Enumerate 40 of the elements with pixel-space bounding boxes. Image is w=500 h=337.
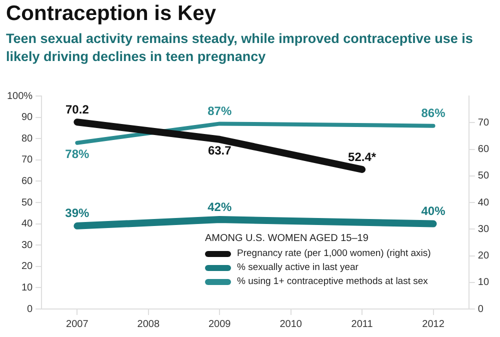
x-tick-label: 2010	[280, 318, 302, 330]
y2-tick-label: 50	[478, 170, 490, 182]
data-label: 52.4*	[348, 150, 376, 164]
y-tick-label: 80	[21, 133, 34, 144]
y2-tick-label: 30	[478, 224, 490, 235]
y-tick-label: 100%	[7, 90, 33, 102]
y-tick-label: 90	[21, 112, 34, 124]
y2-tick-label: 40	[478, 197, 490, 208]
y2-tick-label: 0	[478, 304, 484, 315]
y-tick-label: 30	[21, 240, 34, 251]
y2-tick-label: 10	[478, 277, 490, 288]
y2-tick-label: 70	[478, 117, 490, 128]
data-label: 87%	[208, 104, 232, 118]
y-tick-label: 70	[21, 154, 34, 166]
y-tick-label: 40	[21, 218, 34, 230]
x-tick-label: 2009	[208, 318, 232, 330]
y-tick-label: 0	[27, 304, 34, 315]
y-tick-label: 60	[21, 176, 34, 187]
x-tick-label: 2011	[351, 318, 374, 330]
x-tick-label: 2007	[66, 318, 89, 330]
x-tick-label: 2008	[137, 318, 160, 330]
data-label: 40%	[421, 204, 446, 218]
y2-tick-label: 60	[478, 144, 490, 155]
legend-label: % using 1+ contraceptive methods at last sex	[237, 276, 428, 287]
data-label: 86%	[421, 106, 446, 120]
y-tick-label: 10	[21, 282, 34, 294]
chart-subtitle: Teen sexual activity remains steady, while improved contraceptive use is likely driving declines in teen pregnancy	[6, 30, 474, 66]
legend-label: % sexually active in last year	[237, 262, 358, 273]
y-tick-label: 20	[21, 261, 34, 272]
chart-title: Contraception is Key	[6, 2, 216, 26]
data-label: 63.7	[208, 144, 232, 158]
y-tick-label: 50	[21, 197, 34, 208]
data-label: 78%	[65, 147, 90, 162]
x-tick-label: 2012	[422, 318, 445, 330]
data-label: 39%	[65, 206, 90, 220]
data-label: 70.2	[66, 102, 90, 116]
y2-tick-label: 20	[478, 250, 490, 262]
legend-title: AMONG U.S. WOMEN AGED 15–19	[205, 233, 370, 244]
data-label: 42%	[208, 200, 232, 214]
legend-label: Pregnancy rate (per 1,000 women) (right axis)	[237, 248, 431, 259]
